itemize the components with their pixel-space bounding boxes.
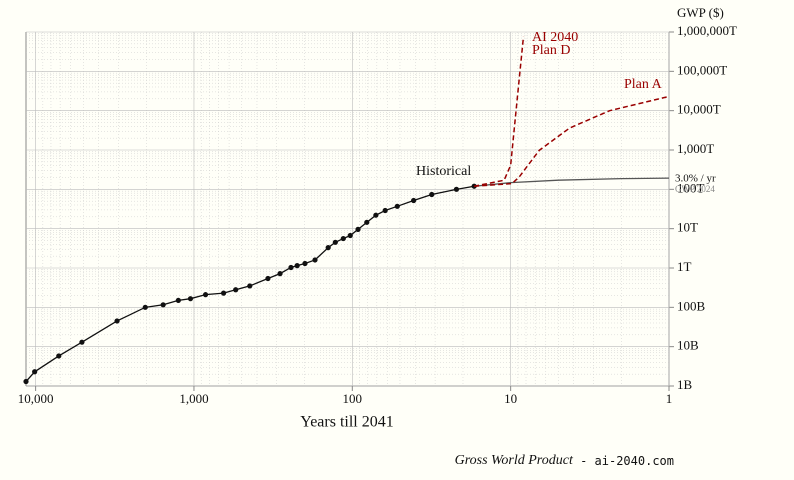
y-tick-label: 10B: [677, 338, 699, 353]
x-tick-label: 10,000: [18, 391, 54, 406]
x-axis-label: Years till 2041: [300, 414, 394, 431]
point: [114, 318, 120, 324]
footer: Gross World Product - ai-2040.com: [455, 453, 674, 468]
annotation: AI 2040: [532, 30, 578, 45]
point: [187, 296, 194, 302]
series-line: [474, 36, 525, 187]
point: [160, 302, 166, 308]
point: [202, 292, 209, 298]
point: [453, 186, 460, 192]
x-tick-label: 1: [666, 391, 673, 406]
footer-title: Gross World Product: [455, 453, 574, 468]
point: [340, 235, 346, 242]
series-label: 3.0% / yr: [675, 173, 716, 185]
y-tick-label: 1,000,000T: [677, 23, 737, 38]
footer-site: - ai-2040.com: [573, 454, 674, 468]
point: [220, 290, 227, 296]
y-axis-label: GWP ($): [677, 5, 724, 20]
point: [247, 283, 253, 289]
point: [277, 271, 283, 277]
point: [429, 191, 435, 198]
point: [23, 378, 29, 385]
y-tick-label: 10,000T: [677, 102, 721, 117]
point: [394, 203, 400, 209]
point: [325, 245, 331, 251]
point: [332, 239, 338, 245]
y-tick-label: 100B: [677, 298, 706, 313]
point: [233, 287, 239, 293]
y-tick-label: 1B: [677, 377, 693, 392]
point: [411, 197, 417, 204]
y-tick-label: 1T: [677, 259, 692, 274]
x-tick-label: 100: [343, 391, 363, 406]
point: [347, 232, 353, 239]
series-label: Historical: [416, 164, 471, 179]
point: [302, 260, 308, 267]
y-tick-label: 100,000T: [677, 62, 727, 77]
point: [142, 304, 148, 310]
x-tick-label: 1,000: [179, 391, 208, 406]
series-line: [474, 95, 670, 187]
y-tick-label: 1,000T: [677, 141, 714, 156]
point: [364, 219, 370, 225]
y-tick-label: 100T: [677, 180, 705, 195]
point: [56, 353, 62, 359]
point: [373, 212, 379, 218]
point: [312, 257, 318, 263]
point: [175, 297, 181, 304]
series-line: [474, 177, 670, 187]
series-label: Plan A: [624, 77, 663, 92]
series-label: Plan D: [532, 43, 571, 58]
point: [32, 369, 38, 375]
point: [79, 339, 85, 345]
point: [382, 207, 388, 214]
annotation: GWP 2024: [675, 184, 715, 194]
point: [294, 263, 300, 269]
y-tick-label: 10T: [677, 220, 698, 235]
point: [288, 264, 294, 271]
x-tick-label: 10: [504, 391, 517, 406]
point: [265, 275, 271, 282]
point: [355, 226, 361, 232]
